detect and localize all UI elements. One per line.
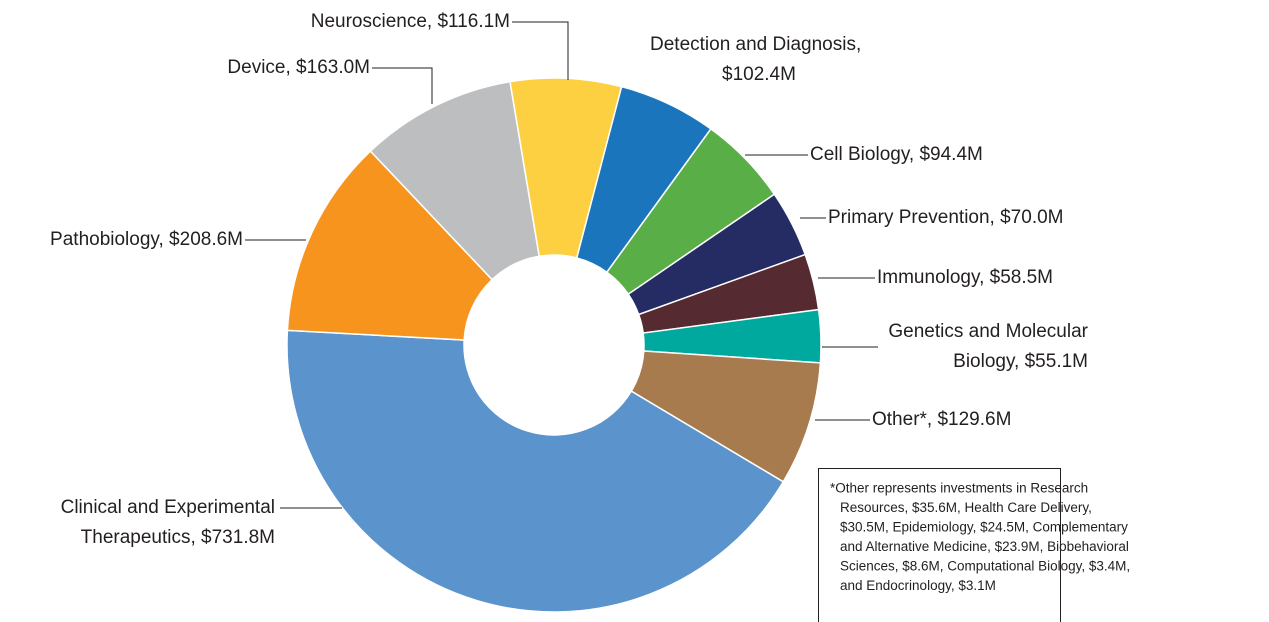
slice-label: Pathobiology, $208.6M xyxy=(50,229,243,250)
slice xyxy=(286,150,494,341)
slice-label: Immunology, $58.5M xyxy=(877,267,1053,288)
note-box xyxy=(818,468,1061,622)
slice-label: Detection and Diagnosis, xyxy=(650,34,861,55)
note-text: Sciences, $8.6M, Computational Biology, … xyxy=(840,559,1130,574)
slice-label: Genetics and Molecular xyxy=(888,321,1088,342)
slice-label: Clinical and Experimental xyxy=(61,497,275,518)
slice-label: Biology, $55.1M xyxy=(953,351,1088,372)
slice-label: Other*, $129.6M xyxy=(872,409,1011,430)
note-text: $30.5M, Epidemiology, $24.5M, Complement… xyxy=(840,520,1128,535)
slice xyxy=(286,329,785,613)
leader-line xyxy=(372,67,433,104)
leader-line xyxy=(512,21,569,80)
note-text: and Endocrinology, $3.1M xyxy=(840,578,996,593)
slice-label: $102.4M xyxy=(722,64,796,85)
note-text: Resources, $35.6M, Health Care Delivery, xyxy=(840,500,1092,515)
note-text: and Alternative Medicine, $23.9M, Biobeh… xyxy=(840,539,1129,554)
slice-label: Cell Biology, $94.4M xyxy=(810,144,983,165)
note-text: *Other represents investments in Researc… xyxy=(830,481,1088,496)
slice-label: Neuroscience, $116.1M xyxy=(311,11,510,32)
slice-label: Device, $163.0M xyxy=(227,57,370,78)
slice-label: Primary Prevention, $70.0M xyxy=(828,207,1064,228)
slice-label: Therapeutics, $731.8M xyxy=(81,527,275,548)
slice xyxy=(369,80,541,281)
